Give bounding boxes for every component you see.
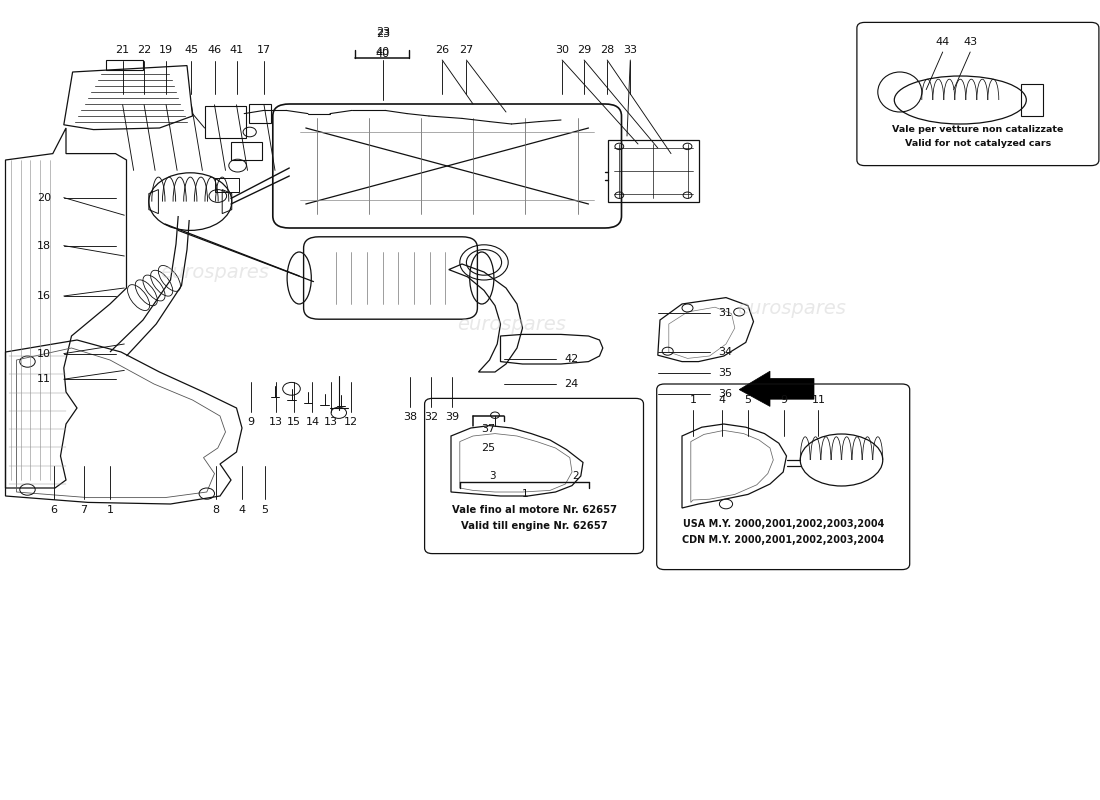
- Text: 44: 44: [936, 37, 949, 46]
- Text: 30: 30: [556, 46, 569, 55]
- Text: 7: 7: [80, 505, 87, 514]
- Text: 34: 34: [718, 347, 733, 357]
- Text: 43: 43: [964, 37, 977, 46]
- Text: 25: 25: [482, 443, 495, 453]
- Text: 46: 46: [208, 46, 221, 55]
- Text: 9: 9: [781, 395, 788, 405]
- Bar: [205, 106, 246, 138]
- Text: 40: 40: [376, 47, 389, 57]
- Text: 1: 1: [690, 395, 696, 405]
- Text: 39: 39: [446, 412, 459, 422]
- Text: 19: 19: [160, 46, 173, 55]
- Text: 33: 33: [624, 46, 637, 55]
- Text: 17: 17: [257, 46, 271, 55]
- Text: 38: 38: [404, 412, 417, 422]
- Polygon shape: [739, 371, 814, 406]
- Text: 12: 12: [344, 417, 358, 426]
- Bar: [608, 140, 698, 202]
- Text: USA M.Y. 2000,2001,2002,2003,2004: USA M.Y. 2000,2001,2002,2003,2004: [682, 519, 884, 529]
- Text: CDN M.Y. 2000,2001,2002,2003,2004: CDN M.Y. 2000,2001,2002,2003,2004: [682, 535, 884, 545]
- Text: 37: 37: [482, 424, 495, 434]
- Text: 8: 8: [212, 505, 219, 514]
- Text: 45: 45: [185, 46, 198, 55]
- Text: 1: 1: [521, 489, 528, 498]
- Text: 15: 15: [287, 417, 300, 426]
- Text: 23: 23: [376, 27, 389, 37]
- Text: 13: 13: [324, 417, 338, 426]
- Text: 31: 31: [718, 308, 733, 318]
- Bar: [231, 142, 262, 160]
- Text: 11: 11: [812, 395, 825, 405]
- Text: 36: 36: [718, 390, 733, 399]
- Text: 22: 22: [138, 46, 151, 55]
- Text: 13: 13: [270, 417, 283, 426]
- Text: 40: 40: [376, 49, 389, 58]
- Bar: [214, 178, 239, 192]
- Text: 23: 23: [376, 29, 389, 38]
- Text: 35: 35: [718, 368, 733, 378]
- Text: 1: 1: [107, 505, 113, 514]
- Text: 32: 32: [425, 412, 438, 422]
- Text: 18: 18: [37, 241, 51, 250]
- Text: Vale per vetture non catalizzate: Vale per vetture non catalizzate: [892, 125, 1064, 134]
- Text: eurospares: eurospares: [458, 314, 565, 334]
- Text: 42: 42: [564, 354, 579, 364]
- Text: Valid till engine Nr. 62657: Valid till engine Nr. 62657: [461, 521, 607, 530]
- Bar: [1021, 84, 1043, 116]
- Text: 5: 5: [745, 395, 751, 405]
- Text: 26: 26: [436, 46, 449, 55]
- Bar: [249, 104, 271, 123]
- Text: 5: 5: [262, 505, 268, 514]
- Text: 4: 4: [718, 395, 725, 405]
- Text: 6: 6: [51, 505, 57, 514]
- Text: 4: 4: [239, 505, 245, 514]
- Text: 2: 2: [572, 471, 579, 481]
- Text: Vale fino al motore Nr. 62657: Vale fino al motore Nr. 62657: [452, 505, 617, 514]
- Text: 10: 10: [37, 349, 51, 358]
- Text: 27: 27: [460, 46, 473, 55]
- Text: 28: 28: [601, 46, 614, 55]
- Text: 41: 41: [230, 46, 243, 55]
- Text: 20: 20: [37, 193, 51, 202]
- Text: 3: 3: [490, 471, 496, 481]
- Text: eurospares: eurospares: [161, 262, 268, 282]
- Text: 24: 24: [564, 379, 579, 389]
- Text: 9: 9: [248, 417, 254, 426]
- Text: 29: 29: [578, 46, 591, 55]
- Text: 11: 11: [37, 374, 51, 384]
- Text: Valid for not catalyzed cars: Valid for not catalyzed cars: [905, 139, 1050, 149]
- Text: 21: 21: [116, 46, 130, 55]
- Text: eurospares: eurospares: [738, 298, 846, 318]
- Text: 16: 16: [37, 291, 51, 301]
- Text: 14: 14: [306, 417, 319, 426]
